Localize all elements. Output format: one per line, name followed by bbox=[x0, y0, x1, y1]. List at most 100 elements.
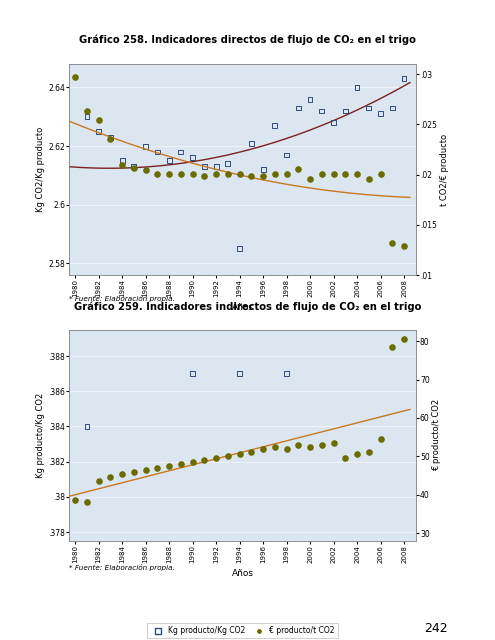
Point bbox=[165, 168, 173, 179]
Point bbox=[283, 150, 291, 160]
Point bbox=[283, 168, 291, 179]
Text: Gráfico 259. Indicadores indirectos de flujo de CO₂ en el trigo: Gráfico 259. Indicadores indirectos de f… bbox=[74, 302, 421, 312]
Y-axis label: Kg CO2/Kg producto: Kg CO2/Kg producto bbox=[37, 127, 46, 212]
Point bbox=[306, 173, 314, 184]
Point bbox=[130, 161, 138, 172]
Point bbox=[95, 126, 102, 136]
Point bbox=[389, 238, 396, 248]
Point bbox=[400, 334, 408, 344]
Point bbox=[212, 168, 220, 179]
Y-axis label: Kg producto/Kg CO2: Kg producto/Kg CO2 bbox=[37, 392, 46, 478]
Point bbox=[271, 442, 279, 452]
Text: * Fuente: Elaboración propia.: * Fuente: Elaboración propia. bbox=[69, 296, 175, 302]
Point bbox=[353, 83, 361, 93]
Point bbox=[259, 444, 267, 454]
Point bbox=[177, 168, 185, 179]
Point bbox=[377, 109, 385, 119]
Point bbox=[189, 168, 197, 179]
Text: 242: 242 bbox=[424, 622, 447, 635]
Point bbox=[306, 442, 314, 452]
Point bbox=[295, 163, 302, 173]
Point bbox=[400, 241, 408, 251]
Point bbox=[224, 159, 232, 169]
Legend: Kg CO2/Kg producto, t CO2/€ producto: Kg CO2/Kg producto, t CO2/€ producto bbox=[148, 358, 338, 372]
Point bbox=[83, 497, 91, 508]
Point bbox=[118, 468, 126, 479]
Point bbox=[200, 170, 208, 180]
Point bbox=[342, 453, 349, 463]
Point bbox=[248, 447, 255, 458]
Point bbox=[318, 440, 326, 450]
Point bbox=[106, 132, 114, 143]
Point bbox=[318, 168, 326, 179]
Point bbox=[130, 163, 138, 173]
Point bbox=[259, 170, 267, 180]
Point bbox=[142, 465, 149, 475]
Point bbox=[142, 164, 149, 175]
Point bbox=[83, 106, 91, 116]
Point bbox=[400, 74, 408, 84]
Point bbox=[71, 495, 79, 506]
Point bbox=[71, 273, 79, 284]
Point bbox=[330, 438, 338, 448]
Point bbox=[295, 440, 302, 450]
Point bbox=[342, 168, 349, 179]
Point bbox=[153, 168, 161, 179]
Legend: Kg producto/Kg CO2, € producto/t CO2: Kg producto/Kg CO2, € producto/t CO2 bbox=[148, 623, 338, 638]
Point bbox=[330, 168, 338, 179]
Point bbox=[189, 369, 197, 379]
Point bbox=[177, 147, 185, 157]
Point bbox=[106, 472, 114, 483]
Point bbox=[271, 168, 279, 179]
Y-axis label: t CO2/€ producto: t CO2/€ producto bbox=[440, 134, 448, 205]
Point bbox=[153, 147, 161, 157]
Point bbox=[236, 244, 244, 254]
Point bbox=[353, 449, 361, 460]
X-axis label: Años: Años bbox=[232, 568, 253, 577]
Point bbox=[306, 94, 314, 104]
Point bbox=[342, 106, 349, 116]
Point bbox=[212, 161, 220, 172]
Point bbox=[106, 134, 114, 145]
Point bbox=[248, 138, 255, 148]
Point bbox=[330, 118, 338, 128]
Point bbox=[165, 461, 173, 471]
Point bbox=[259, 164, 267, 175]
Point bbox=[118, 159, 126, 170]
Point bbox=[365, 173, 373, 184]
Point bbox=[389, 103, 396, 113]
Point bbox=[377, 168, 385, 179]
Point bbox=[189, 457, 197, 467]
Point bbox=[118, 156, 126, 166]
Point bbox=[153, 463, 161, 473]
Point bbox=[224, 451, 232, 461]
Point bbox=[389, 342, 396, 352]
Point bbox=[177, 459, 185, 469]
Point bbox=[165, 156, 173, 166]
Point bbox=[83, 421, 91, 431]
Point bbox=[295, 103, 302, 113]
Point bbox=[236, 369, 244, 379]
Point bbox=[189, 153, 197, 163]
Point bbox=[200, 455, 208, 465]
Point bbox=[130, 467, 138, 477]
Point bbox=[142, 141, 149, 151]
Point bbox=[248, 170, 255, 180]
X-axis label: Años: Años bbox=[232, 303, 253, 312]
Point bbox=[95, 476, 102, 486]
Text: Gráfico 258. Indicadores directos de flujo de CO₂ en el trigo: Gráfico 258. Indicadores directos de flu… bbox=[79, 35, 416, 45]
Point bbox=[365, 103, 373, 113]
Point bbox=[271, 120, 279, 131]
Point bbox=[365, 447, 373, 458]
Point bbox=[212, 453, 220, 463]
Point bbox=[236, 168, 244, 179]
Y-axis label: € producto/t CO2: € producto/t CO2 bbox=[433, 399, 442, 471]
Point bbox=[283, 444, 291, 454]
Point bbox=[200, 161, 208, 172]
Text: * Fuente: Elaboración propia.: * Fuente: Elaboración propia. bbox=[69, 564, 175, 571]
Point bbox=[83, 112, 91, 122]
Point bbox=[377, 434, 385, 444]
Point bbox=[224, 168, 232, 179]
Point bbox=[318, 106, 326, 116]
Point bbox=[353, 168, 361, 179]
